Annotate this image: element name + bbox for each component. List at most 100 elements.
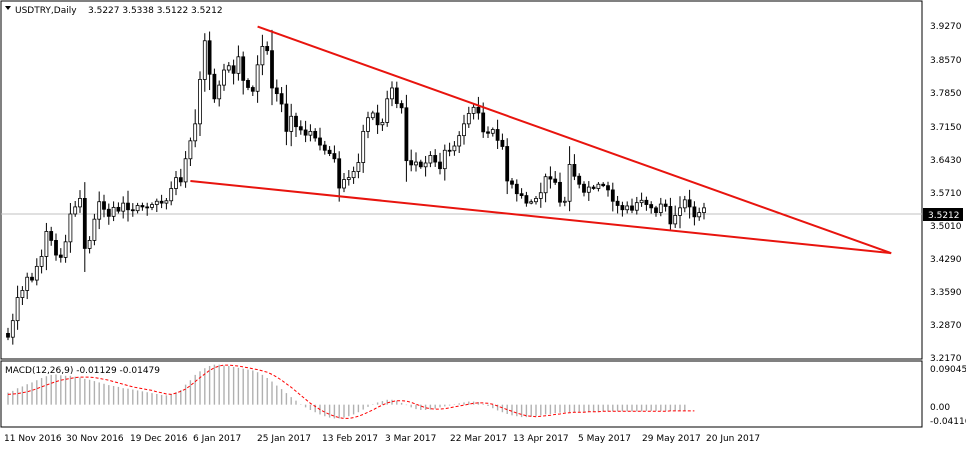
candle-body-bull [164,200,169,204]
candle-body-bull [697,212,702,218]
candle-body-bear [495,129,500,141]
trendlines-layer[interactable] [190,25,892,255]
price-tick-label: 3.7850 [930,89,962,99]
candle-body-bull [442,149,447,170]
candle-body-bull [111,206,116,217]
candle-body-bear [620,205,625,211]
candle-body-bull [78,198,82,208]
candle-body-bear [394,87,399,104]
candle-body-bear [668,206,673,225]
candle-body-bear [49,231,54,241]
candle-body-bull [150,204,154,208]
candles-layer [6,29,706,345]
candle-body-bear [476,106,481,114]
candle-body-bull [342,179,346,189]
candle-body-bull [174,177,178,189]
upper-trendline[interactable] [257,25,892,255]
candle-body-bull [193,123,198,142]
date-tick-label: 19 Dec 2016 [130,434,188,444]
candle-body-bull [308,130,313,136]
candle-body-bear [178,177,183,183]
candle-body-bull [10,320,15,338]
candle-body-bear [250,87,255,92]
macd-tick-label: 0.00 [930,403,950,413]
candle-body-bear [116,206,121,212]
candle-body-bear [375,112,380,126]
candle-body-bull [414,161,418,166]
candle-body-bear [438,161,442,170]
candle-body-bear [140,205,145,208]
date-tick-label: 13 Apr 2017 [513,434,569,444]
candle-body-bull [260,46,265,66]
macd-panel[interactable] [0,360,923,428]
candle-body-bear [318,137,322,146]
candle-body-bull [351,171,356,179]
candle-body-bear [159,200,164,204]
candle-body-bear [582,183,586,193]
candle-body-bull [92,218,97,241]
candle-body-bear [519,193,524,196]
candle-body-bear [313,130,318,139]
macd-axis: 0.09045 0.00 -0.04116 [930,365,966,427]
candle-body-bear [404,107,409,162]
candle-body-bull [226,65,231,71]
price-tick-label: 3.5710 [930,189,962,199]
candle-body-bear [241,56,246,81]
candle-body-bear [409,160,414,166]
candle-body-bull [222,69,226,86]
candle-body-bear [644,199,649,205]
price-axis: 3.9270 3.8570 3.7850 3.7150 3.6430 3.571… [930,22,962,364]
candle-body-bear [279,93,284,105]
macd-tick-label: 0.09045 [930,365,966,375]
candle-body-bull [562,200,567,203]
candle-body-bull [471,106,476,114]
candle-body-bear [337,158,342,189]
candle-body-bear [553,178,558,183]
candle-body-bear [591,186,596,189]
candle-body-bull [68,213,73,243]
collapse-triangle-icon[interactable] [5,6,11,10]
time-axis: 11 Nov 2016 30 Nov 2016 19 Dec 2016 6 Ja… [4,434,760,444]
candle-body-bear [610,189,615,202]
lower-trendline[interactable] [190,179,892,255]
candle-body-bear [601,183,606,187]
candle-body-bear [399,103,404,109]
candle-body-bear [687,199,692,208]
candle-body-bull [452,145,457,152]
date-tick-label: 5 May 2017 [578,434,631,444]
candle-body-bull [198,79,202,125]
candle-body-bull [44,231,49,257]
candle-body-bull [236,56,241,74]
candle-body-bull [361,130,366,163]
current-price-tag [923,208,963,221]
candle-body-bear [654,207,658,213]
candle-body-bull [380,122,385,126]
candle-body-bear [294,115,298,128]
candle-body-bear [231,65,236,74]
candle-body-bear [265,46,270,52]
price-panel[interactable] [0,0,923,360]
candle-body-bull [73,206,78,215]
date-tick-label: 13 Feb 2017 [322,434,378,444]
candle-body-bull [97,201,102,220]
date-tick-label: 25 Jan 2017 [257,434,311,444]
candle-body-bear [106,208,111,217]
candle-body-bull [15,297,20,322]
candle-body-bull [462,123,466,137]
candle-body-bear [327,149,332,154]
candle-body-bull [543,176,548,194]
candle-body-bear [486,131,490,134]
price-tick-label: 3.5010 [930,222,962,232]
candle-body-bull [634,202,639,211]
candle-body-bull [188,140,193,160]
candle-body-bull [34,265,39,281]
price-tick-label: 3.6430 [930,156,962,166]
candle-body-bear [649,204,654,209]
candle-body-bear [6,332,10,338]
price-tick-label: 3.4290 [930,255,962,265]
date-tick-label: 6 Jan 2017 [193,434,241,444]
candle-body-bull [87,240,92,249]
candle-body-bull [466,113,471,125]
